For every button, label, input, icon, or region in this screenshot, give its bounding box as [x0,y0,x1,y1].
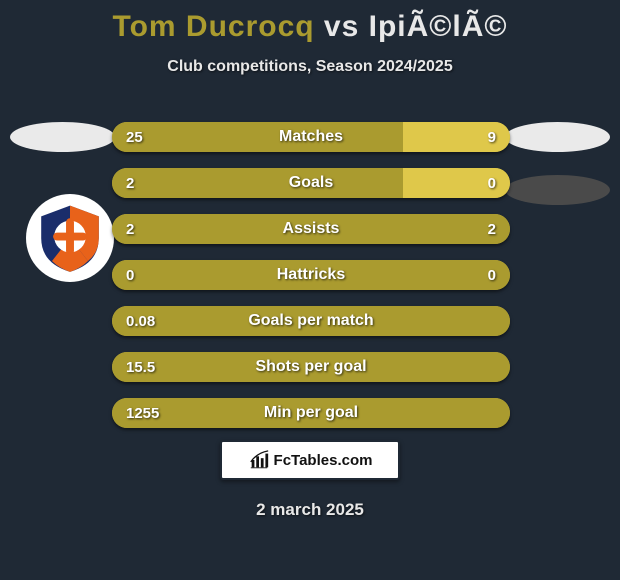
title-separator: vs [315,10,369,43]
player-right-name: IpiÃ©lÃ© [369,10,508,43]
bar-row: Shots per goal15.5 [112,352,510,382]
team-badge-right-placeholder [505,122,610,152]
bar-row: Matches259 [112,122,510,152]
team-crest-left [28,196,112,280]
bar-left-segment [112,398,510,428]
page-title: Tom Ducrocq vs IpiÃ©lÃ© [0,0,620,44]
bar-value-left: 0 [126,260,134,290]
bar-value-left: 15.5 [126,352,155,382]
bar-value-right: 0 [488,168,496,198]
bar-chart-icon [248,449,270,471]
bar-row: Goals per match0.08 [112,306,510,336]
subtitle: Club competitions, Season 2024/2025 [0,58,620,76]
comparison-bars: Matches259Goals20Assists22Hattricks00Goa… [112,122,510,444]
bar-left-segment [112,122,403,152]
bar-row: Goals20 [112,168,510,198]
shield-icon [34,202,106,274]
bar-value-left: 2 [126,168,134,198]
bar-value-left: 0.08 [126,306,155,336]
bar-left-segment [112,214,510,244]
team-badge-left-placeholder [10,122,115,152]
team-badge-right-placeholder-2 [505,175,610,205]
source-logo: FcTables.com [220,440,400,480]
source-logo-text: FcTables.com [274,452,373,469]
bar-left-segment [112,352,510,382]
bar-value-left: 2 [126,214,134,244]
bar-row: Assists22 [112,214,510,244]
bar-row: Hattricks00 [112,260,510,290]
bar-value-right: 0 [488,260,496,290]
bar-row: Min per goal1255 [112,398,510,428]
bar-left-segment [112,260,510,290]
player-left-name: Tom Ducrocq [112,10,314,43]
bar-value-right: 2 [488,214,496,244]
footer-date: 2 march 2025 [0,500,620,520]
bar-left-segment [112,168,403,198]
bar-value-left: 25 [126,122,143,152]
bar-value-right: 9 [488,122,496,152]
bar-value-left: 1255 [126,398,159,428]
bar-left-segment [112,306,510,336]
